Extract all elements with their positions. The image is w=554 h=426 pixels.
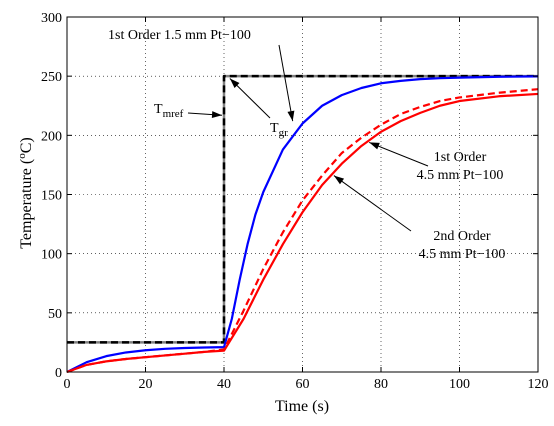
annotation-first-order-15: 1st Order 1.5 mm Pt−100 (108, 28, 251, 43)
blue-curve-line (66, 75, 539, 373)
y-tick-label: 100 (41, 248, 62, 263)
y-axis-label-tail: C) (18, 137, 35, 153)
arrow-tmref (187, 111, 223, 119)
x-tick-label: 20 (139, 377, 153, 392)
arrow-second-order-45 (333, 175, 412, 232)
x-tick-label: 100 (449, 377, 470, 392)
y-axis-label-base: Temperature ( (18, 159, 35, 249)
arrow-tgr (229, 78, 271, 119)
arrow-second-order-45-shaft (333, 175, 412, 232)
annotation-second-order-45-line2: 4.5 mm Pt−100 (419, 247, 506, 262)
arrow-second-order-45-head (333, 175, 345, 185)
arrow-first-order-15-shaft (278, 44, 294, 122)
y-tick-label: 200 (41, 129, 62, 144)
x-tick-label: 80 (374, 377, 388, 392)
annotation-tgr: Tgr (270, 121, 288, 139)
arrow-first-order-15-head (287, 110, 295, 122)
x-tick-label: 40 (217, 377, 231, 392)
annotation-tmref: Tmref (154, 102, 184, 120)
y-tick-label: 300 (41, 11, 62, 26)
annotation-first-order-45-line1: 1st Order (434, 150, 487, 165)
arrow-first-order-15 (278, 44, 295, 122)
arrow-first-order-45-head (369, 142, 380, 150)
red-dashed-curve-line (66, 88, 539, 374)
x-tick-label: 0 (64, 377, 71, 392)
series-group (66, 74, 539, 374)
y-tick-label: 50 (48, 307, 62, 322)
red-solid-curve-line (66, 92, 539, 374)
arrow-first-order-45 (369, 141, 429, 167)
reference-step-dashed-line (67, 74, 538, 344)
x-tick-label: 60 (296, 377, 310, 392)
arrow-tmref-head (211, 111, 223, 119)
y-tick-label: 0 (55, 366, 62, 381)
arrow-first-order-45-shaft (369, 141, 429, 167)
x-axis-label: Time (s) (275, 398, 329, 415)
x-tick-label: 120 (528, 377, 549, 392)
y-tick-label: 150 (41, 189, 62, 204)
ticks: 0 20 40 60 80 100 120 0 50 100 150 200 250 300 (41, 11, 549, 392)
annotation-second-order-45-line1: 2nd Order (433, 229, 490, 244)
y-tick-label: 250 (41, 70, 62, 85)
y-axis-label-sup: o (16, 153, 28, 159)
annotations: 1st Order 1.5 mm Pt−100 Tmref Tgr 1st Order… (108, 28, 505, 262)
annotation-first-order-45-line2: 4.5 mm Pt−100 (417, 168, 504, 183)
y-axis-label: Temperature (oC) (16, 137, 35, 248)
arrow-tgr-head (229, 78, 240, 89)
